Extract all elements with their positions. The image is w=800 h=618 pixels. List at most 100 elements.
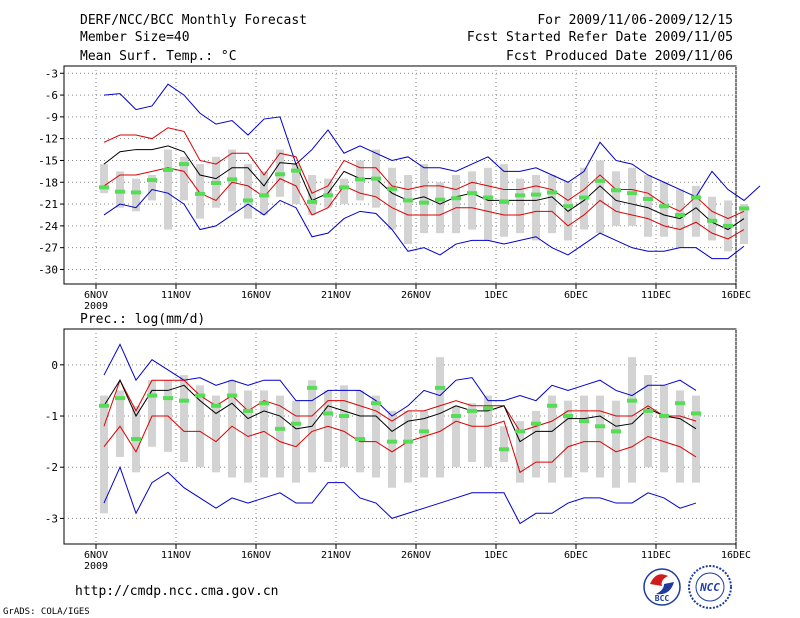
period-label: For 2009/11/06-2009/12/15	[537, 13, 733, 28]
median-mark	[483, 195, 493, 200]
median-mark	[579, 195, 589, 200]
bcc-logo-text: BCC	[655, 594, 670, 603]
median-mark	[563, 204, 573, 209]
ensemble-box	[516, 421, 524, 483]
y-tick-label: -9	[45, 111, 58, 124]
median-mark	[515, 429, 525, 434]
grads-credit: GrADS: COLA/IGES	[3, 607, 90, 617]
median-mark	[323, 411, 333, 416]
median-mark	[531, 192, 541, 197]
median-mark	[611, 429, 621, 434]
median-mark	[179, 162, 189, 167]
ensemble-box	[644, 375, 652, 468]
median-mark	[595, 424, 605, 429]
x-tick-label: 16NOV	[241, 290, 271, 301]
x-tick-label: 16DEC	[721, 290, 751, 301]
median-mark	[643, 196, 653, 201]
ensemble-box	[420, 164, 428, 234]
median-mark	[467, 191, 477, 196]
median-mark	[451, 196, 461, 201]
median-mark	[355, 177, 365, 182]
y-tick-label: -3	[45, 512, 58, 525]
median-mark	[531, 421, 541, 426]
ensemble-box	[628, 357, 636, 483]
x-tick-label: 26NOV	[401, 550, 431, 561]
ensemble-box	[692, 185, 700, 237]
ensemble-box	[548, 175, 556, 234]
median-mark	[611, 188, 621, 193]
ensemble-box	[212, 395, 220, 473]
ensemble-box	[260, 171, 268, 215]
mean-line	[103, 145, 745, 231]
median-mark	[179, 398, 189, 403]
median-mark	[659, 414, 669, 419]
chart-title: DERF/NCC/BCC Monthly Forecast	[80, 13, 307, 28]
median-mark	[659, 204, 669, 209]
median-mark	[291, 168, 301, 173]
ensemble-box	[100, 164, 108, 194]
min-line	[103, 188, 745, 260]
prec-title: Prec.: log(mm/d)	[80, 312, 205, 327]
median-mark	[691, 195, 701, 200]
median-mark	[99, 403, 109, 408]
median-mark	[339, 185, 349, 190]
ensemble-box	[180, 375, 188, 463]
ensemble-box	[436, 357, 444, 478]
median-mark	[259, 401, 269, 406]
min-line	[103, 465, 697, 525]
median-mark	[691, 411, 701, 416]
median-mark	[211, 403, 221, 408]
ensemble-box	[340, 178, 348, 205]
member-size-label: Member Size=40	[80, 30, 190, 45]
median-mark	[403, 439, 413, 444]
precipitation-panel: 0 -1 -2 -3 6NOV 11NOV 16NOV 21NOV 26NOV 1DEC 6DEC 1…	[45, 328, 751, 572]
ensemble-box	[148, 175, 156, 201]
median-mark	[707, 218, 717, 223]
ensemble-box	[516, 178, 524, 234]
median-mark	[307, 199, 317, 204]
ensemble-box	[708, 196, 716, 241]
max-line	[103, 83, 761, 202]
ensemble-box	[676, 390, 684, 483]
ensemble-box	[452, 175, 460, 234]
median-mark	[307, 385, 317, 390]
ensemble-box	[132, 178, 140, 212]
median-mark	[387, 186, 397, 191]
ensemble-box	[116, 390, 124, 457]
y-tick-label: -3	[45, 67, 58, 80]
median-mark	[259, 193, 269, 198]
y-tick-label: -24	[38, 220, 58, 233]
produced-label: Fcst Produced Date 2009/11/06	[506, 49, 733, 64]
x-tick-label: 21NOV	[321, 550, 351, 561]
median-mark	[419, 429, 429, 434]
ensemble-box	[740, 204, 748, 245]
ensemble-box	[660, 182, 668, 237]
median-mark	[131, 437, 141, 442]
median-mark	[115, 396, 125, 401]
x-tick-label: 1DEC	[484, 550, 508, 561]
x-year-label: 2009	[84, 301, 108, 312]
x-tick-label: 16DEC	[721, 550, 751, 561]
ensemble-box	[644, 175, 652, 237]
x-tick-label: 16NOV	[241, 550, 271, 561]
y-tick-label: -2	[45, 461, 58, 474]
ncc-logo: NCC	[688, 565, 732, 609]
ensemble-box	[404, 410, 412, 483]
y-tick-label: -21	[38, 198, 58, 211]
ensemble-box	[196, 164, 204, 219]
ensemble-box	[340, 385, 348, 468]
median-mark	[579, 419, 589, 424]
median-mark	[483, 406, 493, 411]
y-tick-label: 0	[51, 359, 58, 372]
mean-plus-sd-line	[103, 378, 697, 432]
mean-plus-sd-line	[103, 127, 745, 220]
ensemble-box	[372, 395, 380, 478]
temperature-panel: -3 -6 -9 -12 -15 -18 -21 -24 -27 -30 6NOV 11NOV 16NO…	[38, 65, 761, 312]
median-mark	[227, 177, 237, 182]
ensemble-box	[532, 175, 540, 241]
ensemble-box	[468, 171, 476, 230]
ensemble-box	[612, 171, 620, 226]
median-mark	[595, 178, 605, 183]
footer-url[interactable]: http://cmdp.ncc.cma.gov.cn	[75, 584, 279, 599]
median-mark	[547, 403, 557, 408]
